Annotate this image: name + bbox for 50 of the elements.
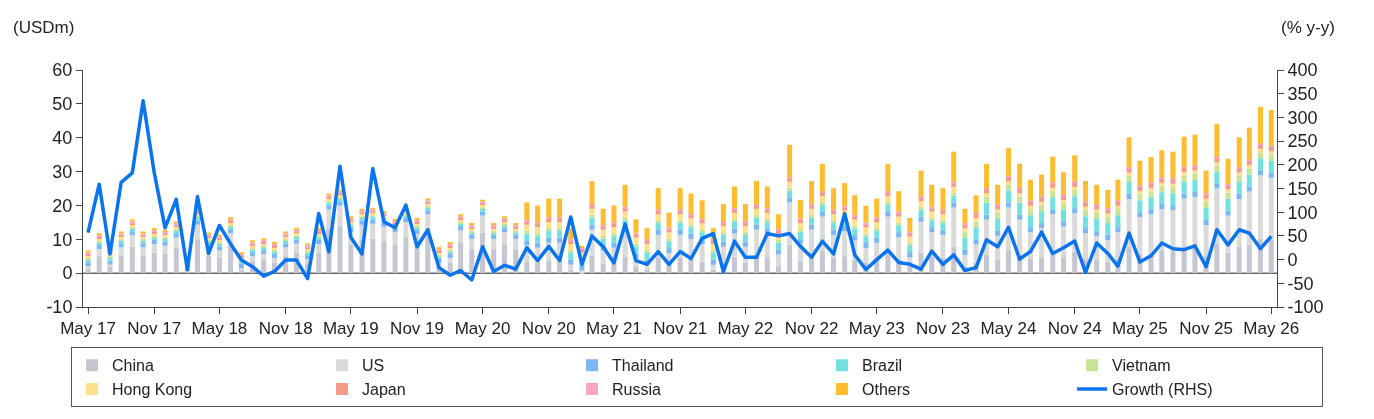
x-tick-label: May 24 (980, 319, 1037, 339)
y-axis-title: (USDm) (13, 18, 75, 37)
y2-tick-label: 400 (1287, 60, 1318, 81)
y2-tick-label: -100 (1287, 297, 1324, 318)
y2-tick-label: 100 (1287, 202, 1318, 223)
legend-label: China (112, 357, 154, 375)
x-tick-label: May 23 (848, 319, 905, 339)
y2-tick-label: 300 (1287, 107, 1318, 128)
y-tick-label: 10 (52, 229, 73, 250)
x-tick-label: Nov 25 (1179, 319, 1234, 339)
x-tick-label: Nov 17 (127, 319, 182, 339)
legend-label: Russia (612, 381, 662, 399)
x-tick-label: Nov 22 (784, 319, 839, 339)
legend-label: Brazil (862, 357, 903, 375)
x-tick-label: May 17 (60, 319, 116, 339)
x-tick-label: May 22 (717, 319, 774, 339)
x-tick-label: May 18 (191, 319, 248, 339)
legend-label: US (362, 357, 385, 375)
legend-label: Thailand (612, 357, 674, 375)
y2-tick-label: 50 (1287, 226, 1308, 247)
x-tick-label: Nov 21 (653, 319, 708, 339)
y-tick-label: 30 (52, 161, 73, 182)
x-tick-label: May 26 (1243, 319, 1300, 339)
x-tick-label: Nov 20 (521, 319, 576, 339)
y-tick-label: 0 (62, 263, 73, 284)
y2-tick-label: 200 (1287, 155, 1318, 176)
y2-tick-label: 0 (1287, 249, 1298, 270)
y-tick-label: 50 (52, 94, 73, 115)
legend-label: Hong Kong (112, 381, 193, 399)
y-tick-label: 20 (52, 195, 73, 216)
x-tick-label: Nov 19 (390, 319, 444, 339)
legend-label: Vietnam (1112, 357, 1171, 375)
y2-tick-label: 350 (1287, 84, 1318, 104)
legend-label: Others (862, 381, 911, 399)
x-tick-label: May 20 (454, 319, 511, 339)
x-tick-label: Nov 23 (916, 319, 970, 339)
x-tick-label: May 19 (322, 319, 379, 339)
y2-tick-label: -50 (1287, 273, 1314, 294)
legend-label: Japan (362, 381, 406, 399)
x-tick-label: May 25 (1111, 319, 1168, 339)
y2-axis-title: (% y-y) (1281, 18, 1335, 37)
x-tick-label: Nov 18 (258, 319, 313, 339)
y-tick-label: 60 (52, 60, 73, 81)
y2-tick-label: 150 (1287, 178, 1318, 199)
x-tick-label: Nov 24 (1047, 319, 1102, 339)
legend-label: Growth (RHS) (1112, 381, 1213, 399)
x-tick-label: May 21 (586, 319, 642, 339)
y2-tick-label: 250 (1287, 131, 1318, 152)
y-tick-label: 40 (52, 128, 73, 149)
y-tick-label: -10 (46, 297, 73, 318)
